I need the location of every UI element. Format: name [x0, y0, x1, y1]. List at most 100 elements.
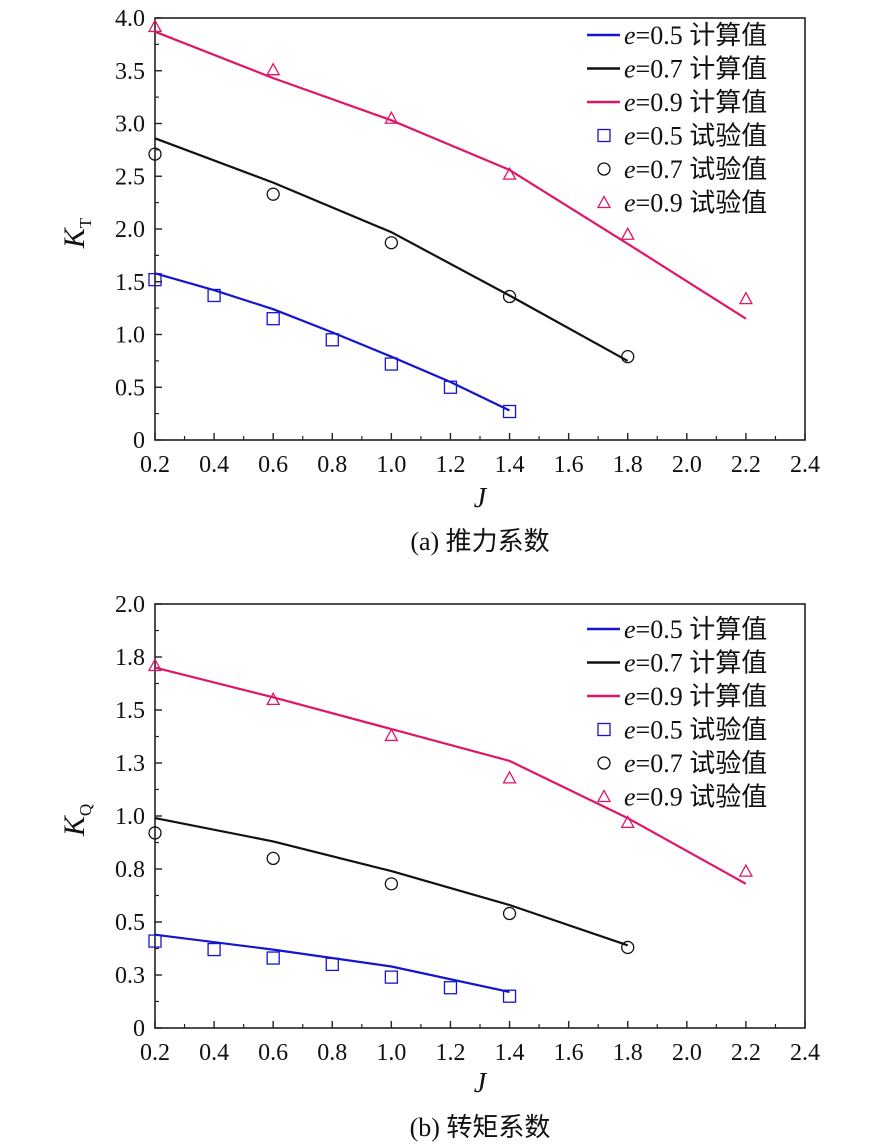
- data-point-circle: [266, 851, 280, 866]
- y-tick-label: 2.5: [115, 164, 145, 190]
- x-tick-label: 2.0: [672, 452, 702, 478]
- legend-marker-triangle: [596, 195, 612, 209]
- data-point-triangle: [620, 226, 635, 240]
- y-tick-label: 0: [133, 1016, 145, 1042]
- legend-label: e=0.9 计算值: [624, 88, 767, 117]
- legend-label: e=0.9 计算值: [624, 682, 767, 711]
- legend-label-text: =0.9 计算值: [636, 682, 768, 711]
- series-line: [154, 137, 629, 362]
- legend-label-var: e: [624, 682, 636, 711]
- x-tick-label: 1.0: [376, 1040, 406, 1066]
- y-tick-label: 0.5: [115, 910, 145, 936]
- data-point-triangle: [147, 19, 163, 33]
- x-tick-label: 1.2: [435, 452, 465, 478]
- y-tick-label: 1.3: [115, 751, 145, 777]
- legend-label: e=0.9 试验值: [624, 189, 767, 218]
- data-point-triangle: [147, 658, 163, 672]
- data-point-triangle: [384, 728, 399, 742]
- x-tick-label: 2.0: [672, 1040, 702, 1066]
- y-tick-label: 4.0: [115, 6, 145, 32]
- x-tick-label: 1.4: [495, 1040, 525, 1066]
- data-point-square: [207, 942, 221, 957]
- x-tick-label: 2.2: [731, 1040, 761, 1066]
- data-point-triangle: [384, 110, 399, 124]
- data-point-square: [443, 981, 458, 995]
- y-tick-label: 2.0: [115, 217, 145, 243]
- legend-marker-circle: [597, 162, 611, 176]
- data-point-circle: [621, 940, 635, 955]
- legend-label: e=0.7 试验值: [624, 155, 767, 184]
- y-axis-label: KQ: [58, 804, 95, 837]
- x-tick-label: 0.4: [199, 452, 229, 478]
- x-tick-label: 1.6: [554, 452, 584, 478]
- data-point-square: [266, 951, 280, 965]
- y-tick-label: 2.0: [115, 592, 145, 618]
- x-axis-label: J: [474, 1068, 488, 1099]
- data-point-circle: [148, 147, 162, 161]
- y-axis-label-main: K: [58, 814, 91, 837]
- legend-label: e=0.5 计算值: [624, 21, 767, 50]
- legend-label: e=0.5 试验值: [624, 122, 767, 151]
- data-point-triangle: [266, 692, 281, 706]
- data-point-square: [148, 934, 162, 948]
- y-tick-label: 0.5: [115, 375, 145, 401]
- data-point-square: [148, 272, 162, 287]
- data-point-circle: [621, 350, 635, 364]
- data-point-square: [325, 957, 339, 972]
- data-point-triangle: [620, 815, 635, 829]
- chart-thrust-coefficient: 0.2 0.4 0.6 0.8 1.0 1.2 1.4 1.6 1.8 2.0 2.2 2.4 0 0.5…: [58, 6, 820, 556]
- y-tick-label: 1.8: [115, 645, 145, 671]
- legend-label-text: =0.5 计算值: [636, 615, 768, 644]
- y-axis-label-main: K: [58, 226, 91, 249]
- legend-label-text: =0.7 计算值: [636, 649, 768, 678]
- y-tick-label: 0.3: [115, 963, 145, 989]
- legend-marker-square: [597, 128, 611, 143]
- x-tick-label: 0.4: [199, 1040, 229, 1066]
- data-point-triangle: [502, 770, 517, 784]
- data-point-square: [207, 288, 221, 303]
- chart-torque-coefficient: 0.2 0.4 0.6 0.8 1.0 1.2 1.4 1.6 1.8 2.0 2.2 2.4 0 0.3…: [58, 592, 820, 1142]
- data-point-circle: [266, 187, 280, 201]
- plot-area: [147, 19, 754, 419]
- y-tick-label: 1.5: [115, 270, 145, 296]
- legend-label-var: e: [624, 783, 636, 812]
- x-tick-label: 0.8: [317, 1040, 347, 1066]
- x-tick-label: 0.2: [140, 452, 170, 478]
- legend-label-var: e: [624, 55, 636, 84]
- legend-label-var: e: [624, 615, 636, 644]
- legend-label-var: e: [624, 649, 636, 678]
- legend-marker-square: [597, 722, 611, 737]
- x-tick-label: 2.2: [731, 452, 761, 478]
- y-tick-label: 3.0: [115, 112, 145, 138]
- legend-label: e=0.5 计算值: [624, 615, 767, 644]
- legend-marker-circle: [597, 756, 611, 770]
- y-tick-label: 0: [133, 428, 145, 454]
- y-axis-label-sub: T: [76, 217, 95, 228]
- legend-label-text: =0.9 试验值: [636, 783, 768, 812]
- data-point-circle: [384, 877, 399, 891]
- data-point-square: [443, 380, 458, 394]
- legend-label: e=0.7 计算值: [624, 55, 767, 84]
- data-point-triangle: [738, 863, 754, 877]
- legend-label-var: e: [624, 189, 636, 218]
- series-line: [154, 30, 747, 320]
- legend-label-text: =0.5 试验值: [636, 122, 768, 151]
- legend-label-var: e: [624, 122, 636, 151]
- x-tick-label: 1.0: [376, 452, 406, 478]
- data-point-square: [384, 357, 399, 371]
- data-point-square: [325, 333, 339, 347]
- axis-ticks: 0.2 0.4 0.6 0.8 1.0 1.2 1.4 1.6 1.8 2.0 2.2 2.4 0 0.5…: [115, 6, 820, 478]
- y-axis-label: KT: [58, 217, 95, 249]
- plot-area: [147, 658, 754, 1003]
- legend-label-var: e: [624, 155, 636, 184]
- chart-caption: (a) 推力系数: [410, 527, 549, 556]
- legend-label-text: =0.9 试验值: [636, 189, 768, 218]
- x-tick-label: 1.6: [554, 1040, 584, 1066]
- x-tick-label: 0.6: [258, 1040, 288, 1066]
- data-point-circle: [502, 906, 517, 921]
- y-tick-label: 1.5: [115, 698, 145, 724]
- x-tick-label: 1.8: [613, 1040, 643, 1066]
- data-point-circle: [502, 289, 517, 304]
